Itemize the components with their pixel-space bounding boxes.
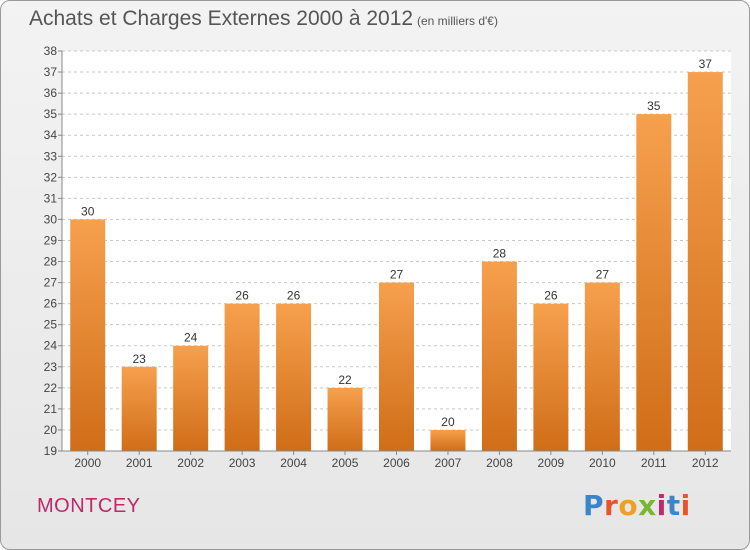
bar: [121, 366, 157, 451]
brand-letter: o: [618, 489, 639, 522]
bar: [533, 303, 569, 451]
y-tick-label: 34: [44, 128, 58, 142]
y-tick-label: 31: [44, 191, 58, 205]
place-name: MONTCEY: [37, 495, 141, 517]
bar: [379, 282, 414, 451]
value-label: 37: [699, 57, 713, 71]
y-tick-label: 28: [44, 255, 58, 269]
x-tick-label: 2002: [177, 456, 204, 470]
y-tick-label: 20: [44, 423, 58, 437]
x-tick-label: 2012: [692, 456, 719, 470]
y-tick-label: 35: [44, 107, 58, 121]
chart-unit: (en milliers d'€): [417, 14, 498, 28]
bar: [636, 114, 672, 451]
y-tick-label: 22: [44, 381, 58, 395]
y-axis: 19 20 21 22 23 24 25 26 27 28 29 30 31 32 33 34 35 36 37 38: [44, 44, 63, 458]
y-tick-label: 29: [44, 233, 58, 247]
y-tick-label: 21: [44, 402, 58, 416]
y-tick-label: 25: [44, 318, 58, 332]
chart-title: Achats et Charges Externes 2000 à 2012: [29, 7, 414, 30]
x-tick-label: 2003: [229, 456, 256, 470]
value-label: 24: [184, 331, 198, 345]
brand-letter: t: [666, 489, 681, 522]
y-tick-label: 19: [44, 444, 58, 458]
value-label: 26: [287, 289, 301, 303]
x-tick-label: 2008: [486, 456, 513, 470]
bar: [224, 303, 260, 451]
y-tick-label: 27: [44, 276, 58, 290]
brand-letter: x: [638, 489, 657, 522]
x-tick-label: 2001: [126, 456, 153, 470]
y-tick-label: 37: [44, 65, 58, 79]
value-label: 22: [338, 373, 352, 387]
x-tick-label: 2004: [280, 456, 307, 470]
value-label: 27: [596, 268, 610, 282]
bar: [276, 303, 312, 451]
bar: [70, 219, 106, 451]
y-tick-label: 26: [44, 297, 58, 311]
bar: [430, 429, 466, 451]
brand-letter: i: [656, 489, 667, 522]
x-axis: 2000 2001 2002 2003 2004 2005 2006 2007 2008 2009…: [62, 450, 731, 470]
x-tick-label: 2009: [538, 456, 565, 470]
proxiti-logo[interactable]: Proxiti: [583, 489, 691, 522]
bar: [173, 345, 209, 451]
value-label: 27: [390, 268, 404, 282]
value-label: 30: [81, 204, 95, 218]
y-tick-label: 32: [44, 170, 58, 184]
value-label: 26: [544, 289, 558, 303]
y-tick-label: 30: [44, 212, 58, 226]
brand-letter: i: [680, 489, 691, 522]
bar: [327, 387, 363, 451]
value-label: 35: [647, 99, 661, 113]
brand-letter: P: [583, 489, 605, 522]
y-tick-label: 36: [44, 86, 58, 100]
value-label: 23: [133, 352, 147, 366]
y-tick-label: 38: [44, 44, 58, 58]
x-tick-label: 2000: [74, 456, 101, 470]
y-tick-label: 24: [44, 339, 58, 353]
bars: 30 23 24 26 26 22 27 20 28 26 27 35 37: [70, 57, 723, 451]
x-tick-label: 2007: [435, 456, 462, 470]
bar: [687, 72, 723, 451]
y-tick-label: 23: [44, 360, 58, 374]
value-label: 28: [493, 247, 507, 261]
x-tick-label: 2006: [383, 456, 410, 470]
bar: [584, 282, 620, 451]
x-tick-label: 2005: [332, 456, 359, 470]
x-tick-label: 2010: [589, 456, 616, 470]
value-label: 20: [441, 415, 455, 429]
y-tick-label: 33: [44, 149, 58, 163]
brand-letter: r: [604, 489, 619, 522]
value-label: 26: [235, 289, 249, 303]
bar: [481, 261, 517, 451]
x-tick-label: 2011: [641, 456, 667, 470]
